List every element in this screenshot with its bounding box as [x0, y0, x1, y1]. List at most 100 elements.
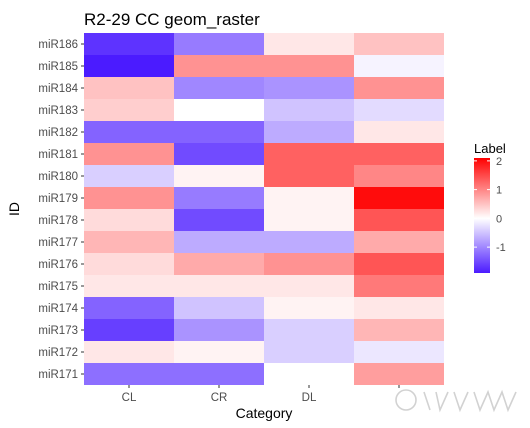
heatmap-tile — [264, 99, 354, 121]
y-tick-label: miR180 — [38, 171, 78, 183]
color-legend: Label 2 1 0 -1 — [474, 141, 506, 273]
heatmap-tile — [264, 165, 354, 187]
x-tick-label: DL — [302, 392, 317, 404]
y-tick-label: miR185 — [38, 61, 78, 73]
legend-ticks: 2 1 0 -1 — [474, 156, 506, 254]
heatmap-tile — [264, 121, 354, 143]
watermark-logo-icon — [395, 389, 417, 411]
heatmap-tile — [174, 319, 264, 341]
heatmap-tile — [354, 297, 444, 319]
heatmap-tile — [264, 231, 354, 253]
heatmap-tile — [174, 77, 264, 99]
y-tick-label: miR171 — [38, 369, 78, 381]
heatmap-tile — [84, 55, 174, 77]
heatmap-tile — [264, 319, 354, 341]
heatmap-tile — [84, 319, 174, 341]
y-tick-label: miR186 — [38, 39, 78, 51]
heatmap-tile — [84, 121, 174, 143]
heatmap-tile — [354, 143, 444, 165]
heatmap-tile — [174, 363, 264, 385]
heatmap-tile — [354, 99, 444, 121]
heatmap-tile — [174, 275, 264, 297]
x-axis-title: Category — [236, 405, 293, 421]
legend-tick-label: 2 — [496, 156, 502, 168]
y-tick-label: miR178 — [38, 215, 78, 227]
y-tick-label: miR182 — [38, 127, 78, 139]
heatmap-tile — [174, 187, 264, 209]
heatmap-tile — [354, 319, 444, 341]
heatmap-tile — [174, 209, 264, 231]
heatmap-tile — [174, 165, 264, 187]
legend-tick-label: -1 — [496, 242, 506, 254]
heatmap-tile — [264, 253, 354, 275]
legend-colorbar — [474, 158, 490, 273]
x-axis-ticks: CL CR DL — [122, 385, 400, 404]
y-tick-label: miR176 — [38, 259, 78, 271]
heatmap-tile — [174, 231, 264, 253]
y-tick-label: miR184 — [38, 83, 78, 95]
heatmap-tile — [354, 363, 444, 385]
heatmap-tiles — [84, 33, 444, 385]
heatmap-tile — [264, 363, 354, 385]
heatmap-tile — [174, 121, 264, 143]
legend-tick-label: 0 — [496, 213, 502, 225]
heatmap-tile — [264, 77, 354, 99]
heatmap-tile — [264, 143, 354, 165]
chart-title: R2-29 CC geom_raster — [84, 10, 260, 29]
legend-title: Label — [474, 141, 506, 156]
heatmap-tile — [264, 33, 354, 55]
y-tick-label: miR174 — [38, 303, 78, 315]
heatmap-tile — [174, 55, 264, 77]
heatmap-tile — [84, 341, 174, 363]
y-tick-label: miR172 — [38, 347, 78, 359]
watermark-mark-icon — [423, 389, 517, 413]
heatmap-tile — [354, 253, 444, 275]
heatmap-tile — [264, 187, 354, 209]
x-tick-label: CR — [211, 392, 228, 404]
heatmap-tile — [354, 55, 444, 77]
heatmap-tile — [354, 33, 444, 55]
heatmap-tile — [84, 275, 174, 297]
heatmap-tile — [354, 77, 444, 99]
heatmap-tile — [264, 275, 354, 297]
y-axis-ticks: miR186 miR185 miR184 miR183 miR182 miR181 miR1… — [38, 39, 84, 381]
y-tick-label: miR181 — [38, 149, 78, 161]
heatmap-tile — [84, 297, 174, 319]
heatmap-tile — [84, 187, 174, 209]
heatmap-tile — [84, 165, 174, 187]
y-tick-label: miR173 — [38, 325, 78, 337]
heatmap-tile — [354, 121, 444, 143]
heatmap-tile — [174, 253, 264, 275]
watermark — [395, 389, 517, 413]
heatmap-tile — [264, 341, 354, 363]
heatmap-tile — [84, 231, 174, 253]
heatmap-tile — [354, 275, 444, 297]
y-axis-title: ID — [6, 202, 22, 216]
heatmap-tile — [354, 165, 444, 187]
legend-tick-label: 1 — [496, 185, 502, 197]
heatmap-tile — [174, 33, 264, 55]
heatmap-tile — [264, 209, 354, 231]
heatmap-tile — [264, 297, 354, 319]
heatmap-tile — [354, 209, 444, 231]
heatmap-tile — [354, 231, 444, 253]
y-tick-label: miR177 — [38, 237, 78, 249]
heatmap-tile — [174, 297, 264, 319]
heatmap-tile — [84, 253, 174, 275]
y-tick-label: miR179 — [38, 193, 78, 205]
heatmap-tile — [84, 77, 174, 99]
heatmap-tile — [354, 341, 444, 363]
heatmap-tile — [174, 341, 264, 363]
heatmap-tile — [84, 33, 174, 55]
x-tick-label: CL — [122, 392, 137, 404]
heatmap-tile — [174, 99, 264, 121]
heatmap-tile — [84, 143, 174, 165]
heatmap-tile — [84, 209, 174, 231]
heatmap-tile — [84, 363, 174, 385]
heatmap-tile — [264, 55, 354, 77]
heatmap-tile — [84, 99, 174, 121]
y-tick-label: miR183 — [38, 105, 78, 117]
y-tick-label: miR175 — [38, 281, 78, 293]
heatmap-tile — [354, 187, 444, 209]
